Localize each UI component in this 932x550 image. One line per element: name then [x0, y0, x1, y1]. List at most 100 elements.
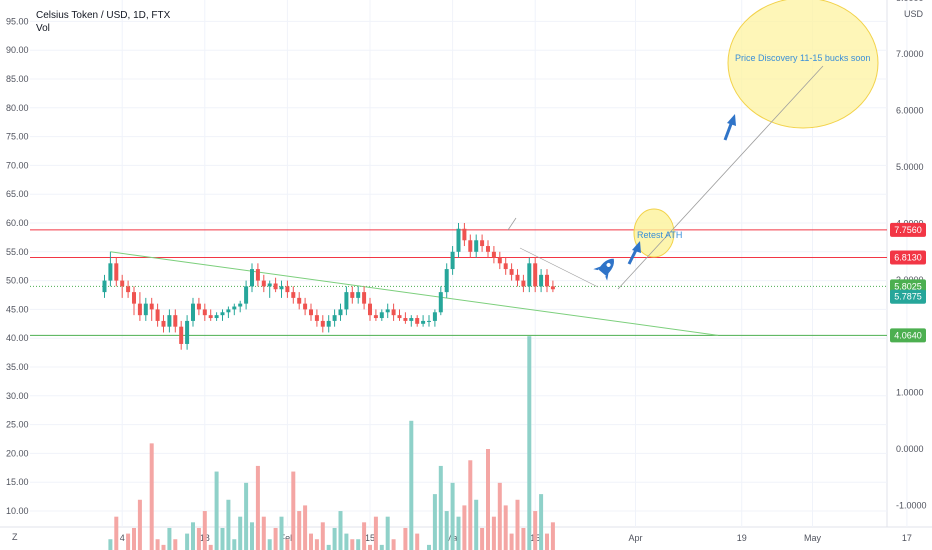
- candlestick-series: [102, 223, 555, 350]
- volume-bar: [391, 539, 396, 550]
- retest-ath-note[interactable]: Retest ATH: [637, 230, 682, 240]
- left-tick-label: 65.00: [6, 189, 29, 199]
- candle-body: [521, 280, 526, 287]
- candle-body: [267, 283, 272, 287]
- left-tick-label: 80.00: [6, 103, 29, 113]
- candle-body: [279, 286, 284, 290]
- discovery-ellipse[interactable]: [727, 0, 879, 129]
- candle-body: [438, 292, 443, 313]
- candle-body: [432, 312, 437, 321]
- wick-marker-line: [507, 217, 517, 231]
- retest-ellipse[interactable]: [633, 208, 675, 258]
- candle-body: [179, 326, 184, 344]
- candle-body: [255, 269, 260, 281]
- candle-body: [120, 280, 125, 287]
- candle-body: [143, 303, 148, 316]
- candle-body: [185, 320, 190, 344]
- candle-body: [126, 286, 131, 293]
- volume-bar: [108, 539, 113, 550]
- left-tick-label: 35.00: [6, 362, 29, 372]
- volume-bar: [503, 505, 508, 550]
- left-tick-label: 95.00: [6, 16, 29, 26]
- volume-bar: [356, 539, 361, 550]
- price-badge-label: 5.7875: [894, 292, 922, 302]
- candle-body: [427, 320, 431, 322]
- volume-bar: [480, 527, 485, 550]
- candle-body: [114, 263, 119, 281]
- volume-bar: [273, 527, 278, 550]
- price-badges: 7.7560 6.8130 5.8025 4.0640 5.7875: [890, 222, 926, 343]
- candle-body: [202, 309, 207, 316]
- candle-body: [533, 263, 538, 287]
- trendline[interactable]: [110, 251, 719, 336]
- candle-body: [503, 263, 508, 270]
- candle-body: [208, 315, 213, 319]
- candle-body: [356, 292, 361, 298]
- candle-body: [191, 303, 195, 321]
- candle-body: [214, 315, 219, 319]
- level-badge-label: 4.0640: [894, 330, 922, 340]
- volume-bar: [220, 527, 225, 550]
- left-tick-label: 30.00: [6, 391, 29, 401]
- candle-body: [403, 318, 408, 321]
- volume-bar: [279, 516, 284, 550]
- level-badge-label: 5.8025: [894, 281, 922, 291]
- right-tick-label: 7.0000: [896, 49, 924, 59]
- arrow-up-icon-1: [627, 241, 641, 265]
- volume-bar: [303, 505, 308, 550]
- projection-line[interactable]: [617, 65, 824, 290]
- volume-bar: [161, 544, 166, 550]
- price-discovery-note[interactable]: Price Discovery 11-15 bucks soon: [735, 53, 870, 63]
- candle-body: [314, 315, 319, 321]
- level-badge: [890, 222, 926, 237]
- chart-drawings[interactable]: Retest ATH Price Discovery 11-15 bucks s…: [507, 0, 879, 290]
- bottom-left-corner-label[interactable]: Z: [12, 532, 18, 542]
- candle-body: [474, 240, 479, 252]
- left-tick-label: 40.00: [6, 333, 29, 343]
- candle-body: [497, 257, 502, 264]
- volume-bar: [362, 522, 367, 550]
- time-tick-label: 15: [365, 533, 375, 543]
- candle-body: [250, 269, 254, 287]
- volume-bar: [226, 499, 231, 550]
- volume-bar: [450, 482, 455, 550]
- time-tick-label: 17: [902, 533, 912, 543]
- volume-bar: [491, 516, 496, 550]
- volume-bar: [232, 539, 237, 550]
- volume-bar: [261, 516, 266, 550]
- time-tick-label: Apr: [628, 533, 642, 543]
- right-tick-label: 5.0000: [896, 162, 924, 172]
- candle-body: [261, 280, 266, 287]
- left-price-axis: 95.00 90.00 85.00 80.00 75.00 70.00 65.00 60.00…: [6, 16, 29, 516]
- volume-histogram: [108, 336, 555, 550]
- descending-trendline[interactable]: [110, 251, 719, 336]
- volume-bar: [403, 527, 408, 550]
- volume-bar: [255, 465, 260, 550]
- rocket-icon: [593, 258, 614, 281]
- volume-bar: [427, 544, 431, 550]
- right-price-axis[interactable]: 16.000015.000014.000013.000012.000011.00…: [896, 0, 929, 550]
- left-tick-label: 20.00: [6, 448, 29, 458]
- candle-body: [515, 274, 520, 281]
- left-tick-label: 10.00: [6, 506, 29, 516]
- candle-body: [421, 320, 426, 324]
- volume-bar: [462, 505, 467, 550]
- symbol-title[interactable]: Celsius Token / USD, 1D, FTX: [36, 10, 171, 21]
- candle-body: [155, 309, 160, 321]
- volume-bar: [368, 544, 372, 550]
- candle-body: [161, 320, 166, 327]
- candle-body: [450, 251, 455, 270]
- volume-bar: [250, 522, 254, 550]
- candle-body: [462, 228, 467, 241]
- candle-body: [244, 286, 249, 304]
- volume-legend-label[interactable]: Vol: [36, 23, 50, 34]
- time-tick-label: Feb: [280, 533, 296, 543]
- candle-body: [539, 274, 544, 287]
- candle-body: [480, 240, 485, 247]
- arrow-up-icon-2: [723, 114, 736, 141]
- candle-body: [309, 309, 313, 316]
- volume-bar: [309, 533, 313, 550]
- candle-body: [391, 309, 396, 316]
- candle-body: [173, 315, 178, 327]
